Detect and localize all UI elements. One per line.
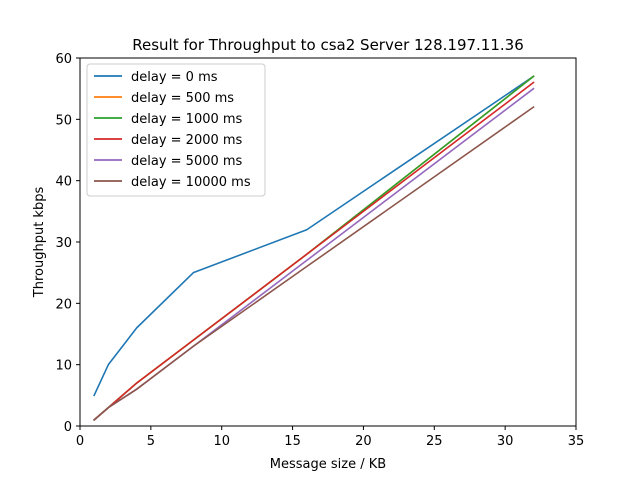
series-line-0 <box>93 75 535 397</box>
y-tick-label: 30 <box>55 236 72 251</box>
legend-entry-label: delay = 0 ms <box>131 70 218 85</box>
x-axis-label: Message size / KB <box>270 457 386 472</box>
y-axis: 0 10 20 30 40 50 60 <box>55 52 80 435</box>
chart-title: Result for Throughput to csa2 Server 128… <box>132 36 524 54</box>
legend: delay = 0 ms delay = 500 ms delay = 1000 m… <box>86 63 266 197</box>
x-axis: 0 5 10 15 20 25 30 35 <box>76 426 584 449</box>
legend-entry-label: delay = 10000 ms <box>131 175 251 190</box>
y-axis-label: Throughput kbps <box>32 187 47 299</box>
legend-entry-label: delay = 5000 ms <box>131 154 243 169</box>
x-tick-label: 20 <box>355 434 372 449</box>
x-tick-label: 0 <box>76 434 84 449</box>
series-layer <box>93 75 535 421</box>
x-tick-label: 5 <box>147 434 155 449</box>
legend-box <box>86 63 266 197</box>
x-tick-label: 30 <box>497 434 514 449</box>
x-tick-label: 15 <box>284 434 301 449</box>
series-line-5 <box>93 105 535 421</box>
y-tick-label: 40 <box>55 175 72 190</box>
x-tick-label: 35 <box>568 434 585 449</box>
y-tick-label: 20 <box>55 297 72 312</box>
legend-entry-label: delay = 1000 ms <box>131 112 243 127</box>
y-tick-label: 10 <box>55 359 72 374</box>
y-tick-label: 60 <box>55 52 72 67</box>
legend-entry-label: delay = 500 ms <box>131 91 234 106</box>
y-tick-label: 50 <box>55 113 72 128</box>
x-tick-label: 10 <box>213 434 230 449</box>
x-tick-label: 25 <box>426 434 443 449</box>
legend-entry-label: delay = 2000 ms <box>131 133 243 148</box>
y-tick-label: 0 <box>64 420 72 435</box>
